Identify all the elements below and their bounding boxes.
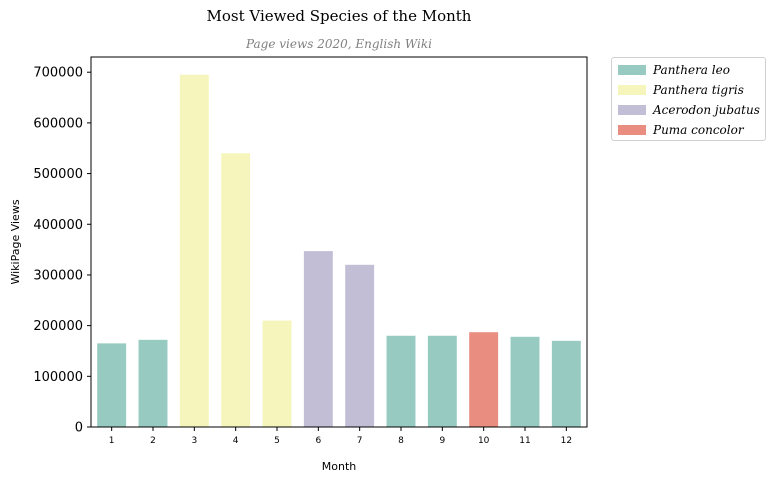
x-tick-label: 8 <box>398 436 404 446</box>
bar-month-11 <box>510 336 540 427</box>
y-tick-label: 300000 <box>33 268 83 283</box>
y-tick-label: 400000 <box>33 218 83 233</box>
bar-month-7 <box>345 264 375 427</box>
x-tick-label: 3 <box>191 436 197 446</box>
legend: Panthera leo Panthera tigris Acerodon juba… <box>611 57 766 141</box>
legend-label: Acerodon jubatus <box>653 103 760 117</box>
bar-month-4 <box>221 153 251 427</box>
legend-swatch <box>618 85 646 95</box>
x-tick-label: 5 <box>274 436 280 446</box>
bar-month-2 <box>138 339 168 427</box>
bar-month-6 <box>303 251 333 427</box>
legend-item: Panthera leo <box>618 62 730 78</box>
legend-item: Acerodon jubatus <box>618 102 760 118</box>
y-axis-label: WikiPage Views <box>9 199 22 284</box>
x-tick-label: 6 <box>315 436 321 446</box>
bar-month-12 <box>551 340 581 427</box>
plot-frame <box>90 56 588 428</box>
legend-swatch <box>618 125 646 135</box>
x-tick-label: 11 <box>519 436 530 446</box>
y-tick-label: 500000 <box>33 167 83 182</box>
x-tick-label: 9 <box>439 436 445 446</box>
legend-label: Panthera leo <box>653 63 730 77</box>
y-tick-label: 600000 <box>33 116 83 131</box>
x-tick-label: 10 <box>478 436 490 446</box>
y-tick-label: 700000 <box>33 66 83 81</box>
bar-month-1 <box>97 343 127 427</box>
x-tick-label: 1 <box>109 436 115 446</box>
bar-month-5 <box>262 320 292 427</box>
x-tick-label: 12 <box>561 436 572 446</box>
legend-item: Panthera tigris <box>618 82 744 98</box>
bar-month-10 <box>469 332 499 427</box>
chart-subtitle: Page views 2020, English Wiki <box>245 37 433 51</box>
x-axis-label: Month <box>322 460 357 473</box>
x-tick-label: 4 <box>233 436 239 446</box>
legend-label: Panthera tigris <box>653 83 744 97</box>
bar-month-3 <box>179 74 209 428</box>
bar-month-8 <box>386 335 416 427</box>
legend-swatch <box>618 105 646 115</box>
y-tick-label: 200000 <box>33 319 83 334</box>
bar-month-9 <box>427 335 457 427</box>
legend-swatch <box>618 65 646 75</box>
y-tick-label: 100000 <box>33 370 83 385</box>
legend-label: Puma concolor <box>653 123 744 137</box>
legend-item: Puma concolor <box>618 122 744 138</box>
x-tick-label: 2 <box>150 436 156 446</box>
chart-title: Most Viewed Species of the Month <box>206 7 472 25</box>
y-tick-label: 0 <box>75 421 83 436</box>
x-tick-label: 7 <box>357 436 363 446</box>
